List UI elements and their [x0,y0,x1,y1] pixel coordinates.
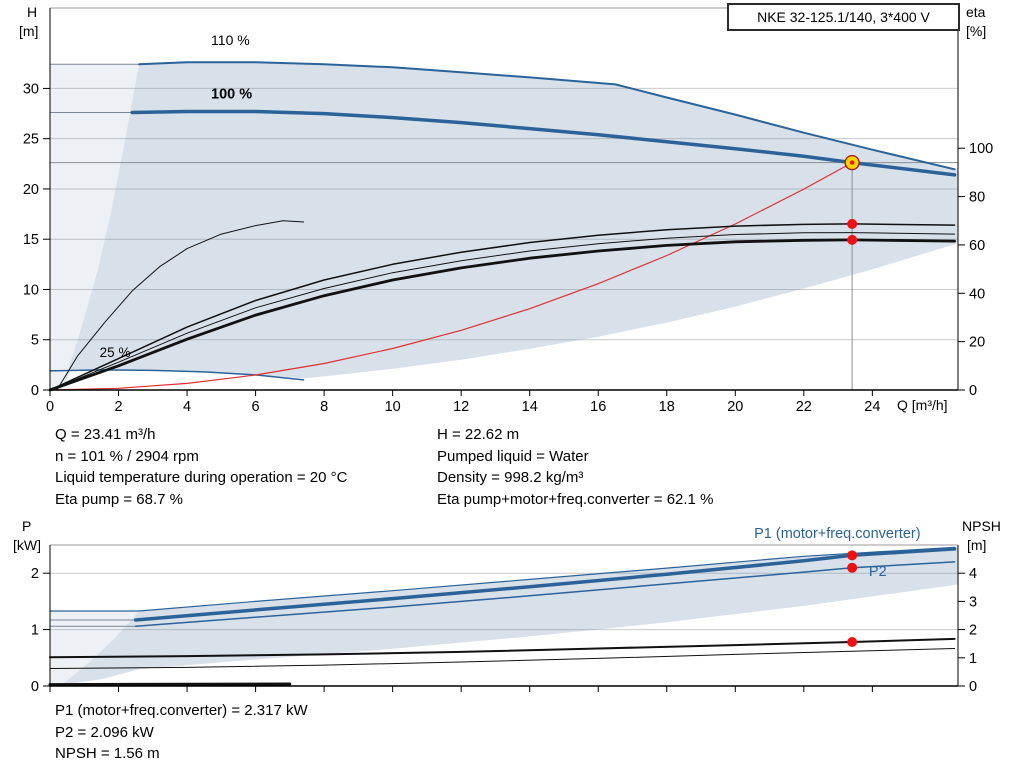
y-right-tick-label: 3 [969,594,977,610]
eta-pump-point [847,218,858,229]
duty-info-left: Q = 23.41 m³/h n = 101 % / 2904 rpm Liqu… [55,424,347,510]
info-line: Liquid temperature during operation = 20… [55,469,348,486]
x-tick-label: 16 [590,399,606,415]
y-right-tick-label: 0 [969,383,977,399]
p2-curve [134,561,956,627]
p-25-curve [48,682,292,687]
p1-curve [133,547,957,622]
x-tick-label: 8 [320,399,328,415]
x-tick-label: 0 [46,399,54,415]
pct-axis-label: [%] [966,23,987,39]
speed-100-curve [130,109,957,177]
info-line: Density = 998.2 kg/m³ [437,469,584,486]
y-left-tick-label: 1 [31,623,39,639]
info-line: Eta pump+motor+freq.converter = 62.1 % [437,490,714,508]
info-line: P1 (motor+freq.converter) = 2.317 kW [55,702,308,719]
info-line: Eta pump = 68.7 % [55,490,183,508]
y-right-tick-label: 4 [969,566,977,582]
duty-info-right: H = 22.62 m Pumped liquid = Water Densit… [437,424,713,510]
y-right-tick-label: 20 [969,335,985,351]
info-line: H = 22.62 m [437,426,520,443]
pump-type-label: NKE 32-125.1/140, 3*400 V [757,9,930,25]
duty-point-inner [849,160,855,165]
npsh-axis-label: NPSH [962,518,1001,534]
y-right-tick-label: 80 [969,190,985,206]
eta-total-curve [48,238,956,392]
y-left-tick-label: 15 [23,232,39,248]
info-line: P2 = 2.096 kW [55,723,154,741]
label-25pct: 25 % [100,345,131,360]
x-tick-label: 22 [796,399,812,415]
y-left-tick-label: 10 [23,282,39,298]
label-100pct: 100 % [211,86,252,102]
m2-axis-label: [m] [967,537,987,553]
eta-axis-label: eta [966,4,986,20]
label-p2: P2 [869,564,887,580]
y-left-tick-label: 0 [31,383,39,399]
eta-reduced-curve [56,220,305,391]
info-line: NPSH = 1.56 m [55,745,160,762]
x-tick-label: 2 [114,399,122,415]
y-left-tick-label: 25 [23,132,39,148]
x-tick-label: 24 [864,399,880,415]
p2-point [847,562,858,573]
y-right-tick-label: 40 [969,286,985,302]
y-left-tick-label: 0 [31,679,39,695]
npsh-thin-curve [49,648,956,669]
eta-pump-curve [49,223,956,391]
npsh-curve [49,637,956,659]
eta-total-point [847,234,858,245]
info-line: Q = 23.41 m³/h [55,426,156,443]
x-tick-label: 14 [522,399,538,415]
m-axis-label: [m] [19,23,39,39]
x-tick-label: 20 [727,399,743,415]
p-envelope-left [50,611,140,685]
y-left-tick-label: 5 [31,333,39,349]
speed-110-curve [138,61,956,171]
label-110pct: 110 % [211,32,250,48]
power-info: P1 (motor+freq.converter) = 2.317 kW P2 … [55,700,308,765]
info-line: n = 101 % / 2904 rpm [55,447,199,465]
x-tick-label: 12 [453,399,469,415]
y-right-tick-label: 100 [969,141,993,157]
y-right-tick-label: 2 [969,623,977,639]
eta-mid-curve [49,232,956,391]
npsh-point [847,637,858,648]
p1-point [847,550,858,561]
p-axis-label: P [22,518,32,534]
p-envelope-main [62,546,958,685]
label-p1: P1 (motor+freq.converter) [754,526,920,542]
y-left-tick-label: 20 [23,182,39,198]
y-right-tick-label: 1 [969,651,977,667]
y-right-tick-label: 0 [969,679,977,695]
h-axis-label: H [27,4,38,20]
x-tick-label: 4 [183,399,191,415]
y-right-tick-label: 60 [969,238,985,254]
kw-axis-label: [kW] [13,537,41,553]
q-axis-label: Q [m³/h] [897,397,948,413]
y-left-tick-label: 30 [23,81,39,97]
p-upper-curve [49,546,956,612]
x-tick-label: 6 [252,399,260,415]
info-line: Pumped liquid = Water [437,447,589,465]
system-curve [49,162,853,391]
x-tick-label: 10 [385,399,401,415]
y-left-tick-label: 2 [31,566,39,582]
envelope-left [50,64,140,390]
pump-type-box: NKE 32-125.1/140, 3*400 V [727,3,960,31]
x-tick-label: 18 [659,399,675,415]
